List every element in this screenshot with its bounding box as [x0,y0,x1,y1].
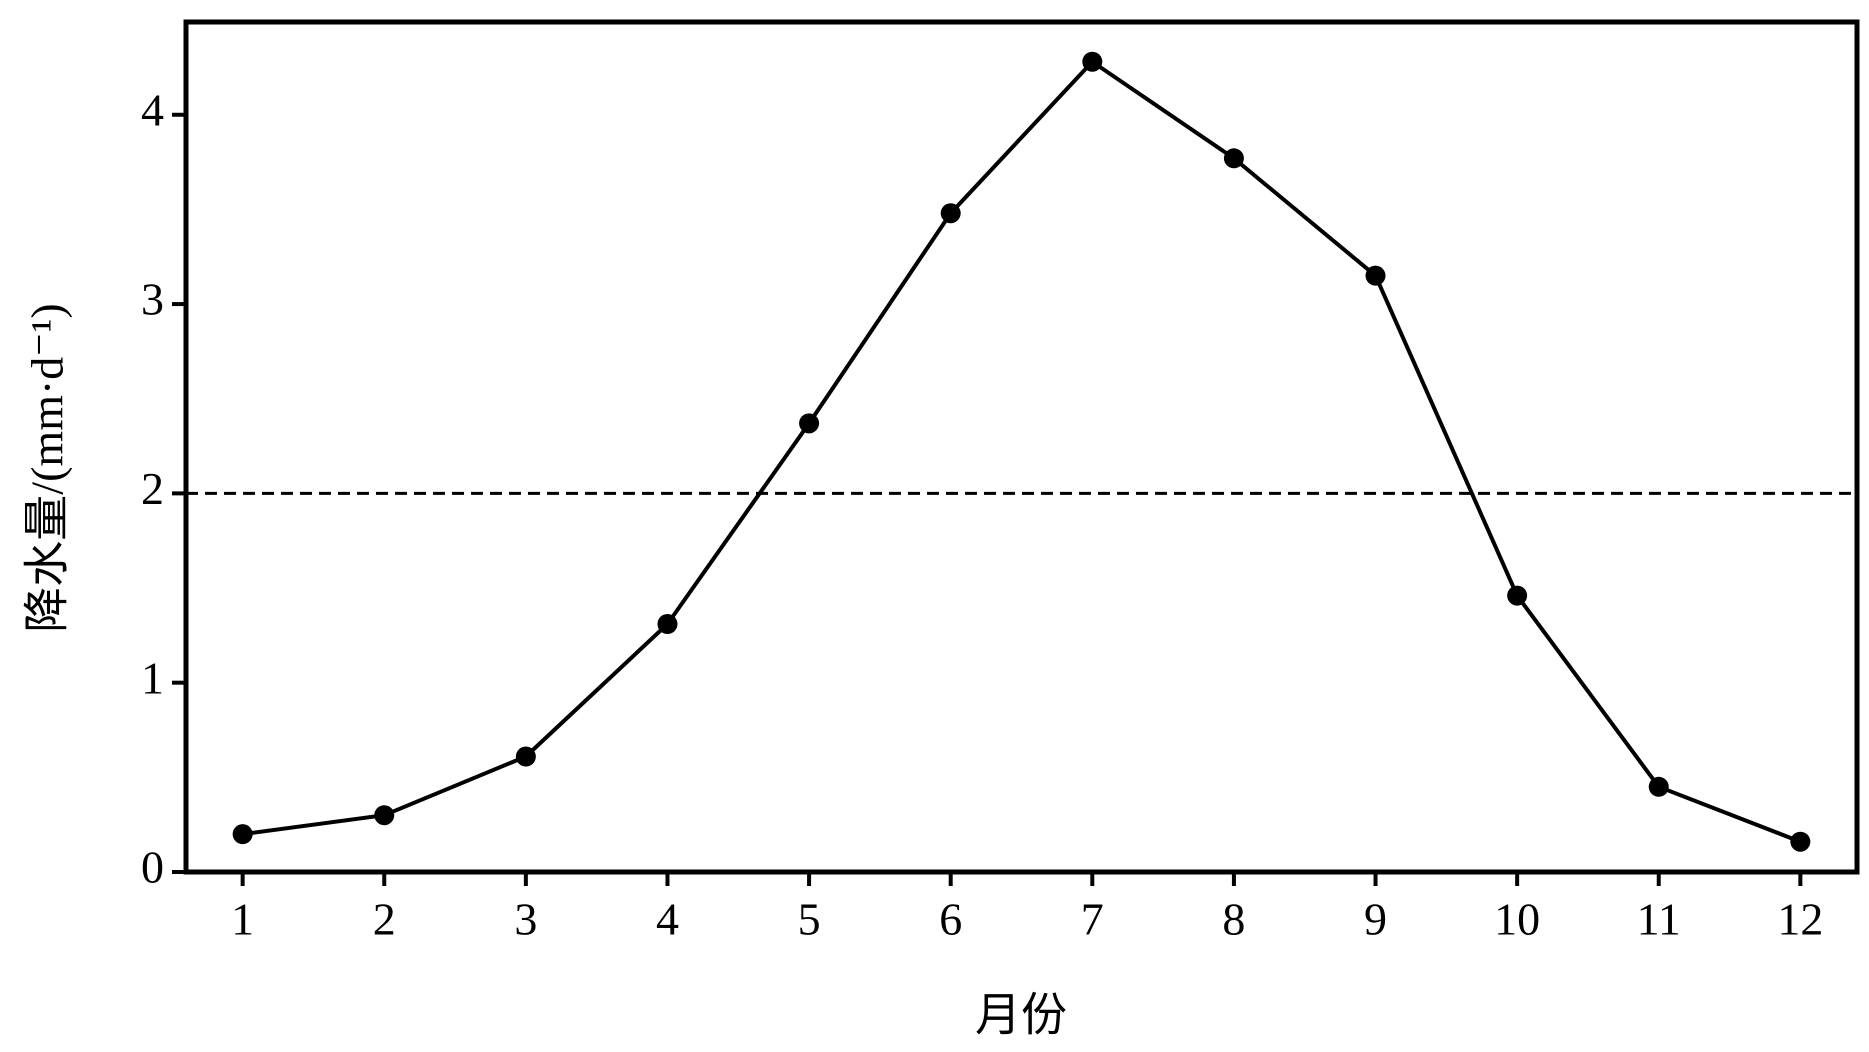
y-tick-label: 1 [141,652,164,703]
x-tick-label: 7 [1081,894,1104,945]
x-tick-label: 8 [1222,894,1245,945]
y-tick-label: 0 [141,842,164,893]
point [799,413,820,434]
y-axis-label: 降水量/(mm·d⁻¹) [22,303,73,632]
point [657,614,678,635]
point [940,203,961,224]
x-tick-label: 11 [1637,894,1681,945]
y-tick-label: 4 [141,84,164,135]
point [1507,585,1528,606]
point [1790,831,1811,852]
point [1365,265,1386,286]
point [515,746,536,767]
x-tick-label: 9 [1364,894,1387,945]
x-tick-label: 10 [1494,894,1540,945]
x-tick-label: 6 [939,894,962,945]
x-axis-label: 月份 [975,990,1067,1041]
plot-frame [183,19,1860,875]
x-tick-label: 3 [514,894,537,945]
y-tick-label: 3 [141,274,164,325]
point [1082,51,1103,72]
point [232,824,253,845]
y-tick-label: 2 [141,463,164,514]
x-tick-label: 2 [373,894,396,945]
x-tick-label: 5 [798,894,821,945]
x-tick-label: 12 [1777,894,1823,945]
line [242,59,1802,844]
x-tick-label: 1 [231,894,254,945]
point [374,805,395,826]
point [1648,776,1669,797]
x-tick-label: 4 [656,894,679,945]
point [1223,148,1244,169]
